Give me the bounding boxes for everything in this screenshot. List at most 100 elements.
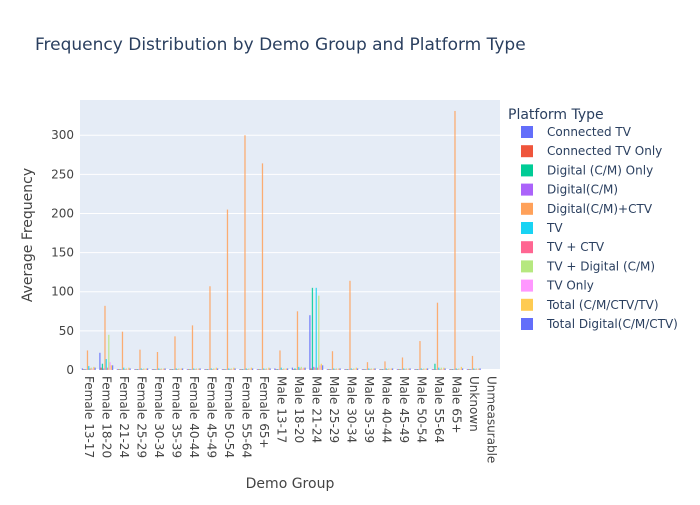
bar[interactable] <box>416 369 419 370</box>
bar[interactable] <box>230 368 232 370</box>
bar[interactable] <box>105 359 107 370</box>
bar[interactable] <box>300 366 302 370</box>
bar[interactable] <box>258 369 260 370</box>
bar[interactable] <box>85 369 87 370</box>
bar[interactable] <box>136 369 139 370</box>
bar[interactable] <box>368 368 370 370</box>
bar[interactable] <box>396 369 399 370</box>
bar[interactable] <box>265 368 267 370</box>
bar[interactable] <box>455 368 457 370</box>
bar[interactable] <box>188 369 190 370</box>
bar[interactable] <box>246 369 249 370</box>
bar[interactable] <box>89 368 91 370</box>
bar[interactable] <box>216 368 219 370</box>
bar[interactable] <box>161 369 164 370</box>
bar[interactable] <box>180 368 182 370</box>
bar[interactable] <box>244 135 246 370</box>
bar[interactable] <box>261 163 264 370</box>
bar[interactable] <box>239 369 241 370</box>
legend-item-label[interactable]: TV + CTV <box>546 240 605 254</box>
bar[interactable] <box>353 368 355 370</box>
bar[interactable] <box>153 369 155 370</box>
bar[interactable] <box>333 368 335 370</box>
bar[interactable] <box>251 368 254 370</box>
bar[interactable] <box>459 369 461 370</box>
bar[interactable] <box>196 369 199 370</box>
bar[interactable] <box>406 369 409 370</box>
bar[interactable] <box>193 368 195 370</box>
bar[interactable] <box>435 369 437 370</box>
bar[interactable] <box>134 369 136 370</box>
bar[interactable] <box>104 305 106 370</box>
bar[interactable] <box>383 369 385 370</box>
bar[interactable] <box>426 368 429 370</box>
bar[interactable] <box>280 367 282 370</box>
bar[interactable] <box>466 369 469 370</box>
bar[interactable] <box>213 368 215 370</box>
bar[interactable] <box>389 369 391 370</box>
bar[interactable] <box>386 369 389 370</box>
bar[interactable] <box>418 369 420 370</box>
legend-swatch[interactable] <box>521 202 533 215</box>
bar[interactable] <box>298 366 300 370</box>
bar[interactable] <box>140 368 142 370</box>
legend-item-label[interactable]: Total Digital(C/M/CTV) <box>546 317 678 331</box>
bar[interactable] <box>443 367 445 370</box>
bar[interactable] <box>256 369 259 370</box>
legend-swatch[interactable] <box>521 183 533 196</box>
legend-item-label[interactable]: Connected TV Only <box>547 144 662 158</box>
bar[interactable] <box>145 368 147 370</box>
bar[interactable] <box>349 280 351 370</box>
bar[interactable] <box>205 369 207 370</box>
bar[interactable] <box>284 369 286 370</box>
bar[interactable] <box>99 352 101 370</box>
bar[interactable] <box>123 367 125 370</box>
bar[interactable] <box>309 315 311 370</box>
bar[interactable] <box>173 369 175 370</box>
bar[interactable] <box>479 368 481 370</box>
bar[interactable] <box>210 368 212 370</box>
bar[interactable] <box>101 363 104 370</box>
bar[interactable] <box>366 362 369 370</box>
bar[interactable] <box>346 369 349 370</box>
bar[interactable] <box>266 369 269 370</box>
bar[interactable] <box>233 367 235 370</box>
bar[interactable] <box>158 368 160 370</box>
bar[interactable] <box>204 369 206 370</box>
bar[interactable] <box>248 368 250 370</box>
bar[interactable] <box>285 368 287 370</box>
bar[interactable] <box>379 369 381 370</box>
bar[interactable] <box>84 369 86 370</box>
bar[interactable] <box>310 368 312 370</box>
bar[interactable] <box>365 369 367 370</box>
bar[interactable] <box>263 368 265 370</box>
bar[interactable] <box>119 369 121 370</box>
legend-swatch[interactable] <box>521 279 533 292</box>
bar[interactable] <box>190 369 192 370</box>
bar[interactable] <box>390 368 392 370</box>
bar[interactable] <box>475 368 477 370</box>
bar[interactable] <box>354 369 356 370</box>
bar[interactable] <box>364 369 366 370</box>
bar[interactable] <box>103 368 105 370</box>
bar[interactable] <box>444 368 446 370</box>
bar[interactable] <box>281 369 284 370</box>
bar[interactable] <box>371 369 374 370</box>
bar[interactable] <box>90 367 92 370</box>
bar[interactable] <box>91 368 94 370</box>
legend-item-label[interactable]: TV Only <box>546 279 594 293</box>
bar[interactable] <box>175 368 177 370</box>
bar[interactable] <box>478 368 480 370</box>
bar[interactable] <box>139 349 141 370</box>
bar[interactable] <box>419 341 421 370</box>
bar[interactable] <box>400 369 402 370</box>
bar[interactable] <box>160 368 162 370</box>
bar[interactable] <box>209 286 211 370</box>
bar[interactable] <box>450 369 452 370</box>
bar[interactable] <box>460 366 462 370</box>
bar[interactable] <box>370 368 372 370</box>
legend-swatch[interactable] <box>521 164 533 177</box>
bar[interactable] <box>155 369 157 370</box>
bar[interactable] <box>434 363 436 370</box>
bar[interactable] <box>86 350 89 370</box>
